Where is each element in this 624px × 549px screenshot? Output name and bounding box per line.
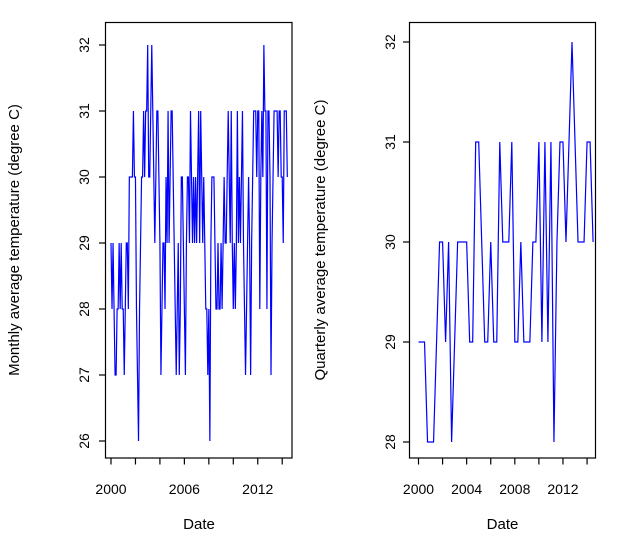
x-tick-label: 2000 — [95, 481, 126, 497]
quarterly-temperature-line — [418, 41, 594, 443]
y-axis-tick-labels: 26 27 28 29 30 31 32 — [76, 37, 92, 449]
y-tick-label: 29 — [76, 235, 92, 251]
y-axis-ticks — [99, 44, 106, 442]
y-axis-ticks — [403, 41, 410, 443]
y-tick-label: 30 — [382, 234, 398, 250]
quarterly-y-axis-title: Quarterly average temperature (degree C) — [312, 100, 329, 381]
monthly-y-axis-title: Monthly average temperature (degree C) — [6, 104, 23, 376]
x-tick-label: 2012 — [547, 481, 578, 497]
y-tick-label: 28 — [382, 434, 398, 450]
x-tick-label: 2004 — [451, 481, 482, 497]
y-tick-label: 28 — [76, 301, 92, 317]
monthly-temperature-line — [110, 44, 288, 442]
x-axis-ticks — [417, 458, 588, 465]
x-tick-label: 2000 — [403, 481, 434, 497]
y-tick-label: 31 — [382, 134, 398, 150]
monthly-x-axis-title: Date — [183, 516, 215, 533]
y-tick-label: 31 — [76, 103, 92, 119]
y-axis-tick-labels: 28 29 30 31 32 — [382, 34, 398, 450]
monthly-plot-svg: 2000 2006 2012 26 27 28 29 30 31 32 Monthly aver… — [6, 21, 293, 533]
plot-box — [408, 21, 597, 459]
x-axis-tick-labels: 2000 2004 2008 2012 — [403, 481, 579, 497]
x-axis-ticks — [110, 458, 283, 465]
x-tick-label: 2012 — [242, 481, 273, 497]
y-tick-label: 30 — [76, 169, 92, 185]
y-tick-label: 32 — [76, 37, 92, 53]
y-tick-label: 32 — [382, 34, 398, 50]
y-tick-label: 26 — [76, 433, 92, 449]
quarterly-plot-svg: 2000 2004 2008 2012 28 29 30 31 32 Quarterly av… — [312, 21, 597, 533]
quarterly-x-axis-title: Date — [487, 516, 519, 533]
x-tick-label: 2008 — [499, 481, 530, 497]
x-tick-label: 2006 — [169, 481, 200, 497]
y-tick-label: 29 — [382, 334, 398, 350]
panel-quarterly: 2000 2004 2008 2012 28 29 30 31 32 Quarterly av… — [312, 0, 624, 549]
y-tick-label: 27 — [76, 367, 92, 383]
x-axis-tick-labels: 2000 2006 2012 — [95, 481, 273, 497]
panel-monthly: 2000 2006 2012 26 27 28 29 30 31 32 Monthly aver… — [6, 21, 293, 533]
plot-box — [104, 21, 293, 459]
